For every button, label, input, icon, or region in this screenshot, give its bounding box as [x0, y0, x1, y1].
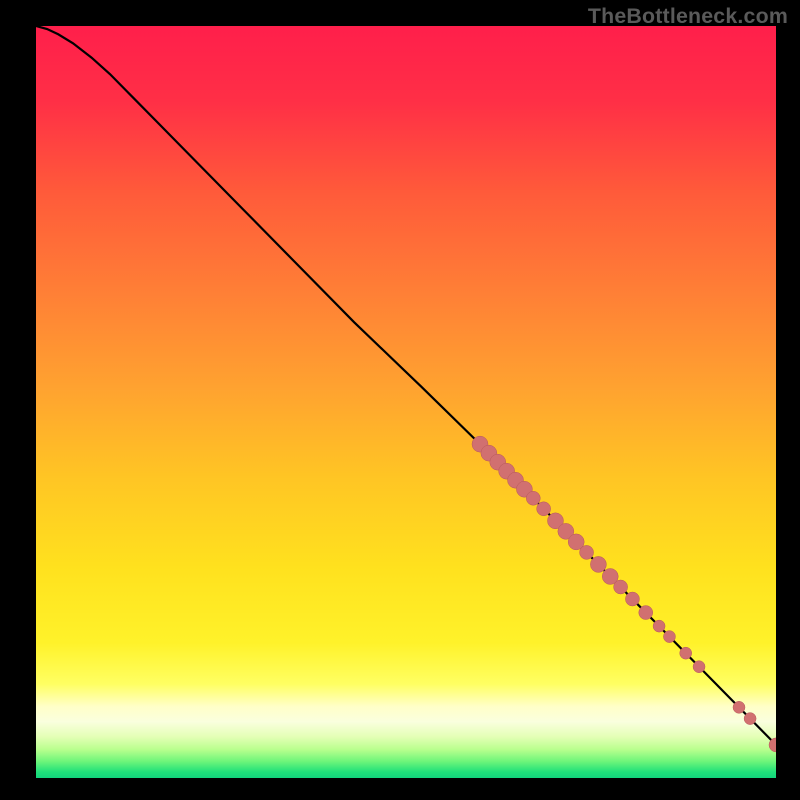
marker-point: [590, 556, 606, 572]
marker-point: [653, 620, 665, 632]
marker-point: [580, 545, 594, 559]
marker-point: [733, 701, 745, 713]
marker-point: [693, 661, 705, 673]
marker-point: [639, 606, 653, 620]
watermark-text: TheBottleneck.com: [588, 4, 788, 29]
chart-frame: { "watermark": { "text": "TheBottleneck.…: [0, 0, 800, 800]
marker-point: [769, 738, 783, 752]
marker-point: [625, 592, 639, 606]
marker-point: [744, 713, 756, 725]
marker-point: [680, 647, 692, 659]
plot-area-background: [36, 26, 776, 778]
marker-point: [526, 491, 540, 505]
marker-point: [614, 580, 628, 594]
bottleneck-chart: [0, 0, 800, 800]
marker-point: [537, 502, 551, 516]
marker-point: [663, 631, 675, 643]
